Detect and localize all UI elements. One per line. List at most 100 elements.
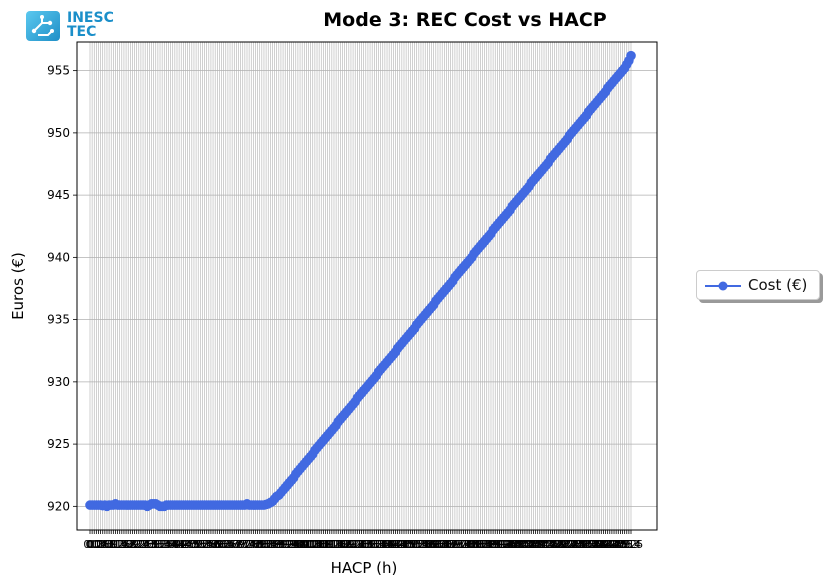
x-tick-label: 5.3: [194, 538, 212, 551]
x-tick-label: 12.1: [334, 538, 359, 551]
x-tick-label: 22.9: [564, 538, 589, 551]
x-tick-label: 7: [235, 538, 242, 551]
x-tick-label: 2.3: [130, 538, 148, 551]
x-tick-label: 9.9: [291, 538, 309, 551]
x-tick-label: 20.5: [513, 538, 538, 551]
x-tick-label: 6.6: [221, 538, 239, 551]
circuit-icon: [26, 11, 60, 41]
x-tick-label: 12.9: [351, 538, 376, 551]
x-tick-label: 18: [465, 538, 479, 551]
x-tick-label: 16.7: [432, 538, 457, 551]
x-tick-label: 14.7: [390, 538, 415, 551]
x-tick-label: 1.4: [111, 538, 129, 551]
x-tick-label: 22.1: [547, 538, 572, 551]
x-tick-label: 16.5: [428, 538, 453, 551]
y-tick-label: 930: [47, 375, 70, 389]
x-tick-label: 10.1: [292, 538, 317, 551]
x-tick-label: 14.5: [385, 538, 410, 551]
x-tick-label: 23.2: [570, 538, 595, 551]
y-tick-label: 945: [47, 188, 70, 202]
x-tick-label: 14.9: [394, 538, 419, 551]
x-tick-label: 12.8: [349, 538, 374, 551]
x-tick-label: 13.4: [362, 538, 387, 551]
x-tick-label: 23.7: [581, 538, 606, 551]
x-tick-label: 8.5: [262, 538, 280, 551]
x-tick-label: 0.9: [100, 538, 118, 551]
x-tick-label: 15.1: [398, 538, 423, 551]
x-tick-label: 6.2: [213, 538, 231, 551]
x-tick-label: 23.5: [576, 538, 601, 551]
x-tick-label: 16.8: [434, 538, 459, 551]
y-tick-label: 955: [47, 64, 70, 78]
x-tick-label: 7.9: [249, 538, 267, 551]
x-tick-label: 21.1: [525, 538, 550, 551]
x-tick-label: 11.6: [324, 538, 349, 551]
x-tick-label: 13.5: [364, 538, 389, 551]
x-tick-label: 17.1: [441, 538, 466, 551]
x-tick-label: 14.3: [381, 538, 406, 551]
x-tick-label: 25.1: [610, 538, 635, 551]
x-tick-label: 1.5: [113, 538, 131, 551]
x-tick-label: 22.6: [557, 538, 582, 551]
x-tick-label: 18.8: [477, 538, 502, 551]
x-tick-label: 3.1: [147, 538, 165, 551]
x-tick-label: 17.7: [453, 538, 478, 551]
x-tick-label: 22.5: [555, 538, 580, 551]
x-tick-label: 0.2: [85, 538, 103, 551]
x-tick-label: 21: [529, 538, 543, 551]
y-tick-label: 925: [47, 437, 70, 451]
x-tick-label: 18.1: [462, 538, 487, 551]
x-tick-label: 21.5: [534, 538, 559, 551]
x-tick-label: 4.3: [172, 538, 190, 551]
x-tick-label: 3.2: [149, 538, 167, 551]
x-tick-label: 7.3: [236, 538, 254, 551]
x-tick-label: 8.9: [270, 538, 288, 551]
x-tick-label: 20.2: [506, 538, 531, 551]
x-tick-label: 21.4: [532, 538, 557, 551]
x-tick-label: 15: [401, 538, 415, 551]
x-tick-label: 20.7: [517, 538, 542, 551]
x-tick-label: 17: [444, 538, 458, 551]
x-tick-label: 6.8: [226, 538, 244, 551]
x-tick-label: 9.6: [285, 538, 303, 551]
x-tick-label: 6.7: [223, 538, 241, 551]
x-tick-label: 11.9: [330, 538, 355, 551]
x-tick-label: 4.7: [181, 538, 199, 551]
x-tick-label: 17.5: [449, 538, 474, 551]
x-tick-label: 23: [571, 538, 585, 551]
x-tick-label: 14: [380, 538, 394, 551]
x-tick-label: 1.6: [115, 538, 133, 551]
x-tick-label: 19.3: [487, 538, 512, 551]
x-tick-label: 24.4: [595, 538, 620, 551]
x-tick-label: 7.1: [232, 538, 250, 551]
x-tick-label: 6.1: [211, 538, 229, 551]
x-tick-label: 9.5: [283, 538, 301, 551]
x-tick-label: 3: [150, 538, 157, 551]
x-tick-label: 19: [486, 538, 500, 551]
x-tick-label: 21.8: [540, 538, 565, 551]
x-tick-label: 2: [129, 538, 136, 551]
x-tick-label: 17.8: [455, 538, 480, 551]
x-tick-label: 24.1: [589, 538, 614, 551]
x-tick-label: 9.2: [276, 538, 294, 551]
x-tick-label: 10.2: [294, 538, 319, 551]
x-tick-label: 17.9: [458, 538, 483, 551]
x-tick-label: 2.7: [139, 538, 157, 551]
x-tick-label: 11.1: [313, 538, 338, 551]
x-tick-label: 0: [87, 538, 94, 551]
x-tick-label: 15.7: [411, 538, 436, 551]
x-tick-label: 3.8: [162, 538, 180, 551]
x-tick-label: 18.9: [479, 538, 504, 551]
x-tick-label: 1.3: [109, 538, 127, 551]
x-tick-label: 13.3: [360, 538, 385, 551]
x-tick-label: 0.1: [83, 538, 101, 551]
x-tick-label: 24.9: [606, 538, 631, 551]
y-ticks: 920 925 930 935 940 945 950 955: [47, 64, 77, 513]
x-tick-label: 16.1: [419, 538, 444, 551]
x-tick-label: 13.7: [368, 538, 393, 551]
x-tick-label: 19.4: [489, 538, 514, 551]
x-tick-label: 12.7: [347, 538, 372, 551]
series-line: [90, 55, 632, 508]
x-tick-label: 2.5: [134, 538, 152, 551]
x-tick-label: 20.8: [519, 538, 544, 551]
